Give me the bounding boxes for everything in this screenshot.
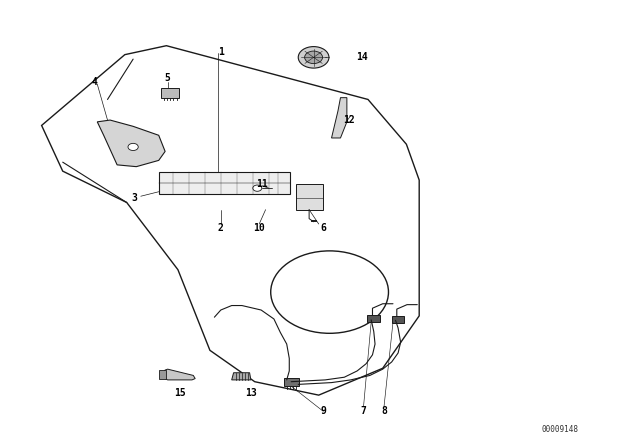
Text: 9: 9 — [320, 406, 326, 416]
Text: 13: 13 — [245, 388, 257, 398]
Text: 2: 2 — [218, 224, 224, 233]
Polygon shape — [161, 369, 195, 380]
Text: 12: 12 — [343, 115, 355, 125]
Text: 3: 3 — [131, 193, 138, 203]
Text: 15: 15 — [175, 388, 186, 398]
Bar — [284, 378, 299, 386]
Circle shape — [298, 47, 329, 68]
Bar — [296, 184, 323, 210]
Bar — [161, 88, 179, 98]
Circle shape — [305, 51, 323, 64]
Bar — [159, 370, 166, 379]
Circle shape — [128, 143, 138, 151]
Text: 5: 5 — [164, 73, 171, 83]
Polygon shape — [332, 98, 347, 138]
Circle shape — [253, 185, 262, 191]
Text: 00009148: 00009148 — [541, 425, 579, 434]
Polygon shape — [232, 373, 251, 380]
Text: 8: 8 — [381, 406, 387, 416]
Text: 10: 10 — [253, 224, 265, 233]
Text: 4: 4 — [92, 77, 98, 86]
Text: 6: 6 — [320, 224, 326, 233]
Bar — [367, 315, 380, 322]
Bar — [392, 316, 404, 323]
Text: 14: 14 — [356, 52, 367, 62]
Text: 1: 1 — [218, 47, 224, 56]
Polygon shape — [97, 120, 165, 167]
Bar — [159, 172, 290, 194]
Text: 7: 7 — [360, 406, 367, 416]
Text: 11: 11 — [257, 179, 268, 189]
